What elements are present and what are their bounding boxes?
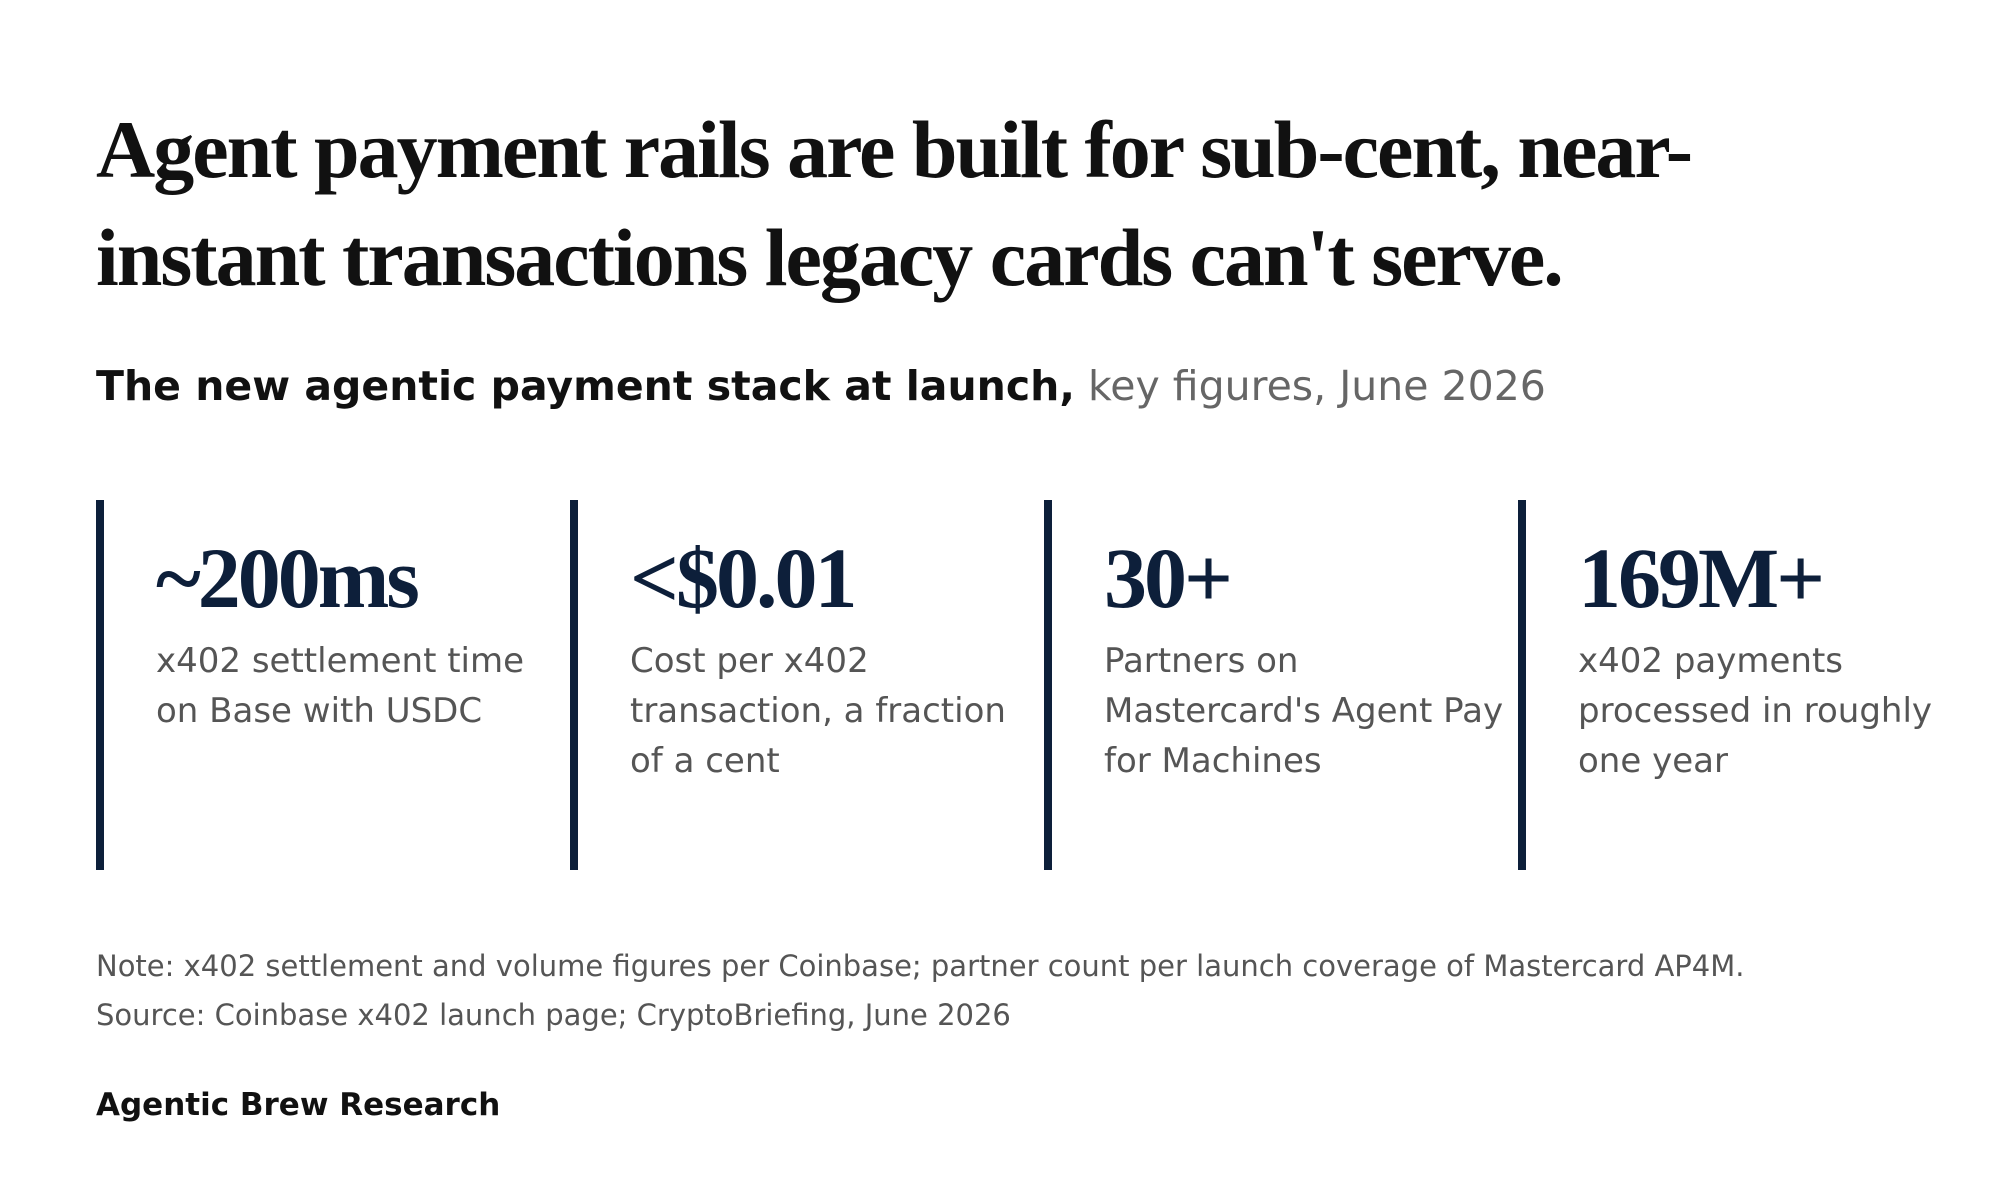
- source-text: Source: Coinbase x402 launch page; Crypt…: [96, 998, 1011, 1032]
- stat-card-settlement-time: ~200ms x402 settlement time on Base with…: [96, 500, 570, 870]
- subtitle-strong: The new agentic payment stack at launch,: [96, 362, 1075, 410]
- infographic-page: Agent payment rails are built for sub-ce…: [96, 0, 1932, 1192]
- subtitle-light: key figures, June 2026: [1087, 362, 1546, 410]
- stat-label: x402 settlement time on Base with USDC: [156, 641, 525, 731]
- stat-value: 169M+: [1578, 530, 1825, 626]
- brand-credit: Agentic Brew Research: [96, 1087, 501, 1123]
- footnotes: Note: x402 settlement and volume figures…: [96, 942, 1916, 1040]
- stat-value: <$0.01: [630, 530, 858, 626]
- stat-label: Partners on Mastercard's Agent Pay for M…: [1104, 641, 1504, 781]
- stats-row: ~200ms x402 settlement time on Base with…: [96, 500, 1996, 870]
- stat-value: 30+: [1104, 530, 1233, 626]
- stat-value: ~200ms: [156, 530, 420, 626]
- stat-card-transaction-cost: <$0.01 Cost per x402 transaction, a frac…: [570, 500, 1044, 870]
- note-text: Note: x402 settlement and volume figures…: [96, 949, 1745, 983]
- subtitle: The new agentic payment stack at launch,…: [96, 360, 1546, 412]
- stat-card-payments-processed: 169M+ x402 payments processed in roughly…: [1518, 500, 1992, 870]
- stat-card-partners: 30+ Partners on Mastercard's Agent Pay f…: [1044, 500, 1518, 870]
- stat-label: Cost per x402 transaction, a fraction of…: [630, 641, 1006, 781]
- headline: Agent payment rails are built for sub-ce…: [96, 104, 1693, 303]
- stat-label: x402 payments processed in roughly one y…: [1578, 641, 1933, 781]
